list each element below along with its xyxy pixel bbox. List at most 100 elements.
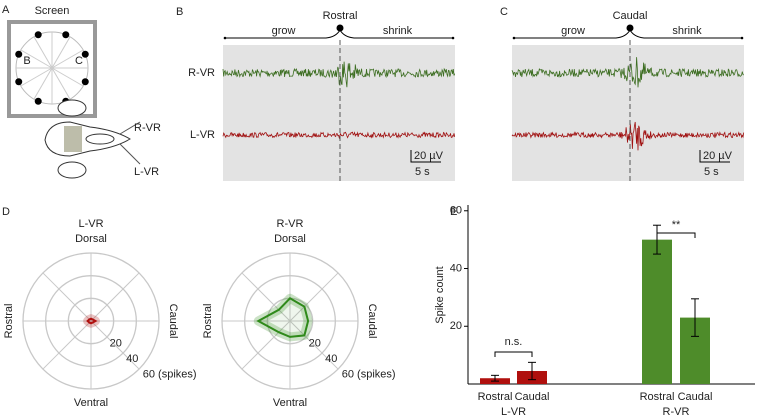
stimulus-profile	[514, 28, 742, 39]
screen-spoke	[51, 67, 71, 100]
stimulus-end	[223, 36, 227, 40]
stimulus-phase: grow	[561, 25, 585, 37]
fish-eye	[57, 161, 87, 179]
panel-label: A	[2, 4, 10, 16]
bar	[642, 239, 672, 384]
stimulus-peak	[626, 24, 634, 32]
spoke	[42, 320, 92, 370]
significance-bracket	[494, 351, 533, 357]
screen-spoke	[33, 36, 53, 69]
nerve-label: R-VR	[134, 122, 161, 134]
stimulus-dot	[34, 97, 42, 105]
r-tick-label: 20	[309, 337, 321, 349]
significance-label: n.s.	[505, 336, 523, 348]
screen-spoke	[51, 49, 84, 69]
fish-brain	[64, 126, 82, 152]
nerve-label: L-VR	[134, 166, 159, 178]
r-tick-label: 20	[110, 337, 122, 349]
stimulus-end	[451, 36, 455, 40]
stimulus-end	[512, 36, 516, 40]
group-label: R-VR	[663, 406, 690, 418]
scale-label: 20 µV	[703, 150, 733, 162]
stimulus-dot	[62, 31, 70, 39]
ring	[22, 252, 160, 390]
direction-label: Ventral	[273, 397, 307, 409]
panel-title: Rostral	[323, 10, 358, 22]
spoke	[289, 320, 339, 370]
voltage-trace	[222, 61, 456, 88]
x-tick-label: Caudal	[515, 391, 550, 403]
tuning-curve	[86, 317, 98, 325]
stimulus-phase: shrink	[383, 25, 413, 37]
r-tick-label: 40	[325, 353, 337, 365]
fish-tail	[85, 133, 115, 145]
r-tick-label: 40	[126, 353, 138, 365]
significance-label: **	[672, 219, 681, 231]
scale-label: 5 s	[704, 166, 719, 178]
y-axis-label: Spike count	[434, 266, 446, 323]
ring	[45, 275, 137, 367]
direction-label: Rostral	[3, 304, 15, 339]
r-tick-label: 60 (spikes)	[342, 368, 396, 380]
trace-label: L-VR	[190, 129, 215, 141]
trace-label: R-VR	[188, 67, 215, 79]
screen-spoke	[51, 67, 84, 87]
tuning-curve	[256, 297, 310, 338]
panel-label: B	[176, 6, 183, 18]
y-tick-label: 20	[450, 320, 462, 332]
x-tick-label: Rostral	[640, 391, 675, 403]
panel-label: D	[2, 206, 10, 218]
fish-eye	[57, 99, 87, 117]
spoke	[42, 272, 92, 322]
spoke	[289, 272, 339, 322]
stimulus-end	[740, 36, 744, 40]
stimulus-dot	[81, 78, 89, 86]
screen-label: Screen	[35, 5, 70, 17]
r-tick-label: 60 (spikes)	[143, 368, 197, 380]
scale-bar	[410, 150, 441, 163]
y-tick-label: 60	[450, 205, 462, 217]
x-tick-label: Rostral	[478, 391, 513, 403]
stimulus-phase: grow	[272, 25, 296, 37]
group-label: L-VR	[501, 406, 526, 418]
direction-label: Caudal	[167, 304, 179, 339]
stimulus-dot	[15, 78, 23, 86]
panel-title: Caudal	[613, 10, 648, 22]
panel-label: C	[500, 6, 508, 18]
x-tick-label: Caudal	[678, 391, 713, 403]
direction-label: Ventral	[74, 397, 108, 409]
voltage-trace	[511, 121, 745, 151]
stimulus-dot	[34, 31, 42, 39]
significance-bracket	[656, 232, 696, 238]
stimulus-phase: shrink	[672, 25, 702, 37]
recording-bg	[223, 45, 455, 181]
direction-label: C	[75, 55, 83, 67]
spoke	[241, 272, 291, 322]
nerve	[119, 121, 141, 135]
spoke	[90, 320, 140, 370]
spoke	[90, 272, 140, 322]
direction-label: Rostral	[202, 304, 214, 339]
ring	[221, 252, 359, 390]
scale-label: 5 s	[415, 166, 430, 178]
chart-title: L-VR	[78, 218, 103, 230]
ring	[67, 297, 115, 345]
panel-label: E	[450, 206, 457, 218]
voltage-trace	[511, 57, 744, 88]
fish-body	[44, 121, 131, 157]
direction-label: Dorsal	[274, 233, 306, 245]
stimulus-peak	[336, 24, 344, 32]
scale-bar	[699, 150, 730, 163]
nerve	[119, 143, 141, 165]
direction-label: Caudal	[366, 304, 378, 339]
direction-label: Dorsal	[75, 233, 107, 245]
direction-label: B	[23, 55, 30, 67]
scale-label: 20 µV	[414, 150, 444, 162]
voltage-trace	[222, 131, 456, 140]
screen-spoke	[33, 67, 53, 100]
ring	[244, 275, 336, 367]
spoke	[241, 320, 291, 370]
chart-title: R-VR	[277, 218, 304, 230]
screen-frame	[7, 20, 97, 118]
